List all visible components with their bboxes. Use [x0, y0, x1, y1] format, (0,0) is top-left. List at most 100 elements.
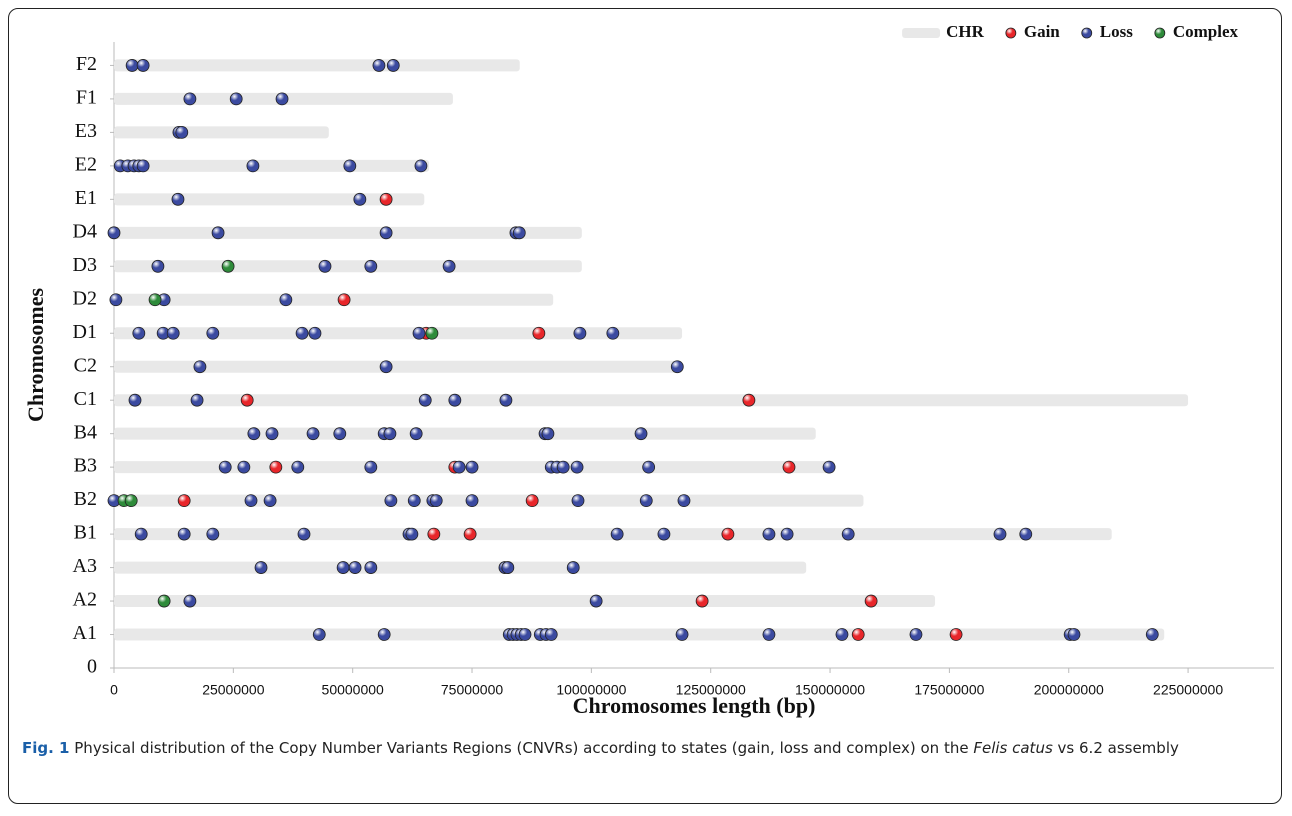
cnvr-point [465, 494, 479, 508]
y-tick-label: B3 [74, 455, 97, 477]
cnvr-point [183, 594, 197, 608]
cnvr-point [364, 460, 378, 474]
cnvr-point [675, 628, 689, 641]
legend-label: Gain [1024, 22, 1060, 41]
cnvr-point [177, 494, 191, 508]
cnvr-point [166, 326, 180, 340]
cnvr-point [263, 494, 277, 508]
y-tick-label: F1 [76, 87, 97, 109]
cnvr-point [229, 92, 243, 106]
y-tick-label: E1 [75, 187, 97, 209]
chromosome-bar [114, 226, 582, 239]
cnvr-point [452, 460, 466, 474]
caption-text: vs 6.2 assembly [1057, 739, 1179, 757]
cnvr-point [107, 226, 121, 240]
x-tick-label: 75000000 [441, 682, 504, 698]
cnvr-point [254, 561, 268, 574]
cnvr-point [544, 628, 558, 641]
cnvr-point [429, 494, 443, 508]
caption-italic: Felis catus [973, 739, 1053, 757]
cnvr-point [909, 628, 923, 641]
cnvr-point [762, 628, 776, 641]
cnvr-point [275, 92, 289, 106]
chromosome-bar [114, 494, 864, 507]
cnvr-point [279, 293, 293, 307]
cnvr-point [206, 326, 220, 340]
cnvr-point [269, 460, 283, 474]
cnvr-point [541, 427, 555, 441]
chromosome-bar [114, 360, 683, 373]
cnvr-point [379, 192, 393, 206]
cnvr-point [128, 393, 142, 407]
y-tick-label: E2 [75, 153, 97, 175]
cnvr-point [721, 527, 735, 541]
chromosome-bar [114, 193, 425, 206]
cnvr-point [412, 326, 426, 340]
cnvr-point [177, 527, 191, 541]
cnvr-point [183, 92, 197, 106]
y-tick-label: B1 [74, 522, 97, 544]
cnvr-point [312, 628, 326, 641]
cnvr-point [343, 159, 357, 173]
x-axis-title: Chromosomes length (bp) [573, 693, 816, 718]
cnvr-point [677, 494, 691, 508]
cnvr-point [386, 59, 400, 72]
cnvr-point [1019, 527, 1033, 541]
cnvr-point [308, 326, 322, 340]
cnvr-point [407, 494, 421, 508]
cnvr-point [190, 393, 204, 407]
cnvr-point [151, 259, 165, 273]
cnvr-point [109, 293, 123, 307]
cnvr-point [383, 427, 397, 441]
cnvr-point [642, 460, 656, 474]
cnvr-point [405, 527, 419, 541]
cnvr-point [448, 393, 462, 407]
cnvr-point [762, 527, 776, 541]
cnvr-point [634, 427, 648, 441]
cnvr-point [364, 561, 378, 574]
cnvr-point [218, 460, 232, 474]
caption-text: Physical distribution of the Copy Number… [74, 739, 969, 757]
chromosome-bar [114, 595, 936, 608]
y-tick-label: D2 [73, 287, 97, 309]
y-tick-label: C2 [74, 354, 97, 376]
cnvr-point [306, 427, 320, 441]
x-tick-label: 100000000 [556, 682, 626, 698]
cnvr-point [240, 393, 254, 407]
caption-label: Fig. 1 [22, 739, 70, 757]
chromosome-bar [114, 427, 816, 440]
y-tick-label: D1 [73, 321, 97, 343]
x-tick-label: 225000000 [1153, 682, 1223, 698]
y-axis-title: Chromosomes [23, 288, 48, 422]
cnvr-point [221, 259, 235, 273]
cnvr-point [148, 293, 162, 307]
cnvr-point [333, 427, 347, 441]
cnvr-point [949, 628, 963, 641]
cnvr-point [265, 427, 279, 441]
legend-swatch [1081, 27, 1093, 39]
cnvr-point [384, 494, 398, 508]
legend-label: Loss [1100, 22, 1133, 41]
x-tick-label: 50000000 [322, 682, 385, 698]
legend-swatch [1154, 27, 1166, 39]
cnvr-point [409, 427, 423, 441]
cnvr-point [993, 527, 1007, 541]
cnvr-point [606, 326, 620, 340]
cnvr-point [841, 527, 855, 541]
cnvr-point [1145, 628, 1159, 641]
cnvr-point [337, 293, 351, 307]
x-tick-label: 0 [110, 682, 118, 698]
legend-swatch [1005, 27, 1017, 39]
cnvr-point [132, 326, 146, 340]
chromosome-bar [114, 59, 520, 72]
cnvr-point [465, 460, 479, 474]
cnvr-point [442, 259, 456, 273]
cnvr-point [512, 226, 526, 240]
chromosome-bar [114, 126, 329, 139]
cnvr-point [639, 494, 653, 508]
cnvr-point [851, 628, 865, 641]
cnvr-point [171, 192, 185, 206]
y-tick-label: B2 [74, 488, 97, 510]
cnvr-point [742, 393, 756, 407]
